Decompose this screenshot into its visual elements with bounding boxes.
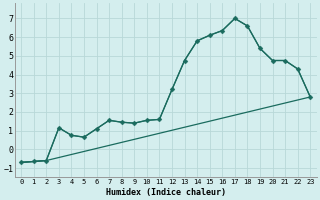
X-axis label: Humidex (Indice chaleur): Humidex (Indice chaleur)	[106, 188, 226, 197]
